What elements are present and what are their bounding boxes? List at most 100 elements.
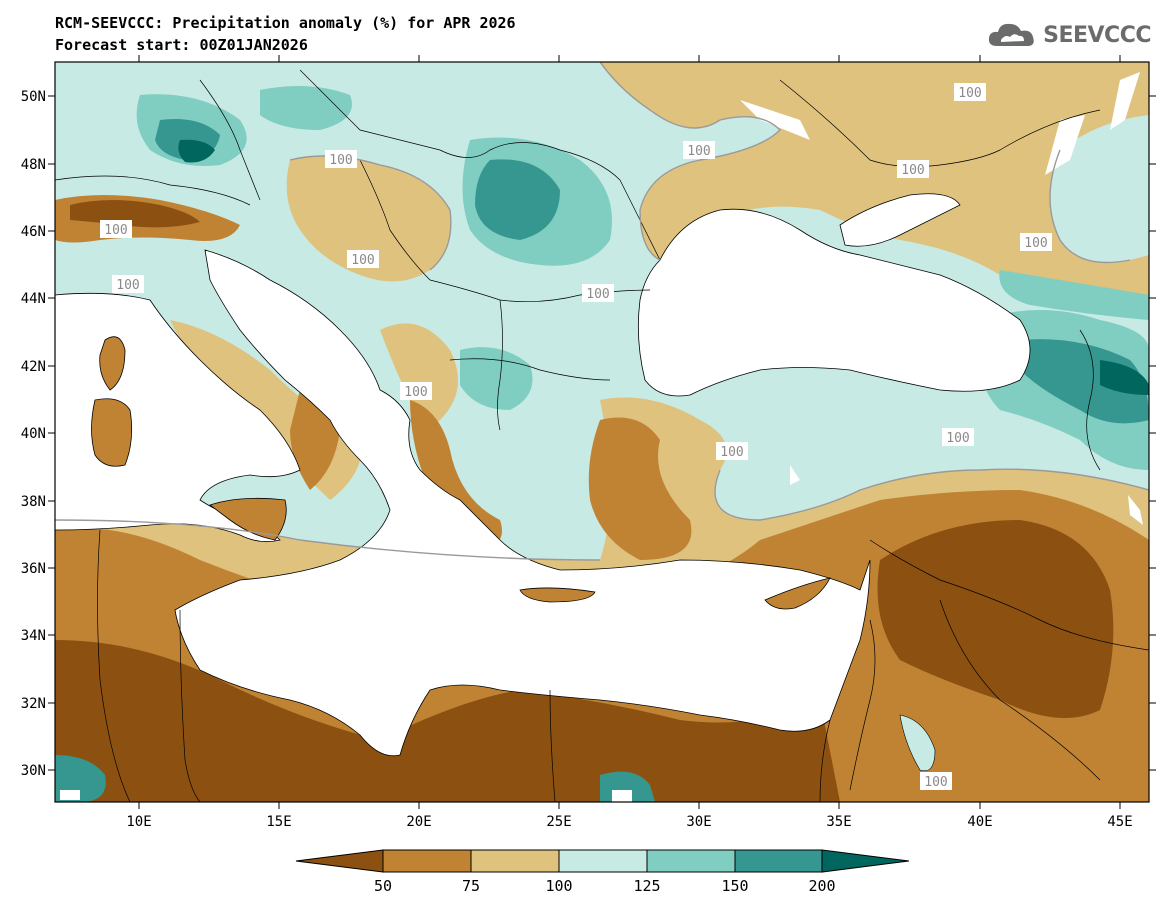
no-data-patch-4 — [1128, 495, 1143, 525]
map-frame — [54, 61, 1150, 803]
lat-label: 36N — [21, 561, 46, 577]
country-borders — [55, 69, 1149, 802]
colorbar-segment-50-75 — [382, 849, 472, 873]
no-data-patch-3 — [1110, 72, 1140, 130]
lat-label: 40N — [21, 426, 46, 442]
map-field: 100 100 100 100 100 100 100 100 100 100 … — [55, 62, 1149, 802]
crete — [519, 587, 596, 603]
contour-label: 100 — [897, 160, 929, 178]
field-below-50-syria — [877, 520, 1114, 718]
svg-text:100: 100 — [687, 144, 710, 159]
svg-text:100: 100 — [586, 287, 609, 302]
field-150-200-carpathian — [475, 159, 560, 240]
sea-of-azov — [839, 193, 961, 247]
lat-label: 44N — [21, 291, 46, 307]
lon-label: 20E — [406, 814, 431, 830]
field-75-100-ukraine — [600, 62, 1149, 300]
lat-label: 50N — [21, 89, 46, 105]
black-sea — [637, 208, 1031, 397]
contour-label: 100 — [400, 382, 432, 400]
lon-label: 40E — [967, 814, 992, 830]
colorbar-segment-above-200 — [821, 849, 910, 873]
map-title: RCM-SEEVCCC: Precipitation anomaly (%) f… — [55, 12, 516, 56]
no-data-patch-5 — [790, 465, 800, 485]
colorbar-segment-below-50 — [295, 849, 384, 873]
lat-label: 46N — [21, 224, 46, 240]
field-125-150-czech — [260, 86, 352, 130]
svg-text:100: 100 — [116, 278, 139, 293]
lon-label: 45E — [1107, 814, 1132, 830]
field-below-50-sahara — [55, 640, 840, 802]
no-data-patch-7 — [612, 790, 632, 802]
no-data-patch-1 — [740, 100, 810, 140]
colorbar-segment-75-100 — [470, 849, 560, 873]
contour-label: 100 — [347, 250, 379, 268]
field-above-200-caucasus — [1100, 360, 1149, 395]
lat-label: 30N — [21, 763, 46, 779]
svg-text:100: 100 — [720, 445, 743, 460]
title-line-1: RCM-SEEVCCC: Precipitation anomaly (%) f… — [55, 14, 516, 32]
colorbar-tick-label: 100 — [545, 877, 572, 895]
contour-label: 100 — [1020, 233, 1052, 251]
svg-text:100: 100 — [946, 431, 969, 446]
colorbar-tick-label: 75 — [462, 877, 480, 895]
colorbar-tick-label: 50 — [374, 877, 392, 895]
lon-label: 15E — [266, 814, 291, 830]
contour-label-group: 100 100 100 100 100 100 100 100 100 100 … — [100, 83, 1052, 790]
contour-label: 100 — [716, 442, 748, 460]
svg-text:100: 100 — [104, 223, 127, 238]
lon-label: 25E — [546, 814, 571, 830]
colorbar — [295, 849, 910, 873]
cloud-logo-icon — [989, 23, 1034, 46]
lat-label: 32N — [21, 696, 46, 712]
colorbar-tick-label: 150 — [721, 877, 748, 895]
lat-label: 48N — [21, 157, 46, 173]
lon-label: 10E — [126, 814, 151, 830]
contour-label: 100 — [942, 428, 974, 446]
svg-text:100: 100 — [351, 253, 374, 268]
title-line-2: Forecast start: 00Z01JAN2026 — [55, 36, 308, 54]
svg-text:100: 100 — [901, 163, 924, 178]
corsica — [99, 336, 126, 391]
contour-label: 100 — [683, 141, 715, 159]
field-125-150-far-east-north — [999, 270, 1149, 320]
colorbar-tick-label: 200 — [808, 877, 835, 895]
lat-label: 34N — [21, 628, 46, 644]
contour-label: 100 — [582, 284, 614, 302]
latitude-axis: 50N 48N 46N 44N 42N 40N 38N 36N 34N 32N … — [21, 89, 1156, 779]
colorbar-segment-100-125 — [558, 849, 648, 873]
lat-label: 38N — [21, 494, 46, 510]
lon-label: 30E — [686, 814, 711, 830]
contour-label: 100 — [954, 83, 986, 101]
lat-label: 42N — [21, 359, 46, 375]
no-data-patch-6 — [60, 790, 80, 800]
contour-label: 100 — [920, 772, 952, 790]
sardinia — [91, 398, 133, 467]
svg-text:100: 100 — [404, 385, 427, 400]
svg-text:100: 100 — [1024, 236, 1047, 251]
field-above-200-alps — [178, 139, 215, 163]
field-150-200-caucasus — [1020, 339, 1149, 424]
svg-text:100: 100 — [924, 775, 947, 790]
field-50-75-west-turkey — [588, 417, 692, 560]
field-50-75-greece — [410, 400, 502, 550]
field-75-100-central-europe — [286, 156, 451, 282]
cyprus — [764, 577, 831, 610]
brand-name: SEEVCCC — [1043, 22, 1151, 48]
colorbar-segment-125-150 — [646, 849, 736, 873]
svg-text:100: 100 — [958, 86, 981, 101]
contour-label: 100 — [100, 220, 132, 238]
field-75-100-balkans — [380, 323, 458, 427]
dead-sea-patch — [899, 714, 936, 772]
svg-text:100: 100 — [329, 153, 352, 168]
contour-label: 100 — [112, 275, 144, 293]
colorbar-tick-label: 125 — [633, 877, 660, 895]
no-data-patch-2 — [1045, 115, 1085, 175]
contour-label: 100 — [325, 150, 357, 168]
longitude-axis: 10E 15E 20E 25E 30E 35E 40E 45E — [126, 55, 1133, 830]
brand-logo: SEEVCCC — [987, 20, 1151, 50]
lon-label: 35E — [826, 814, 851, 830]
contour-lines — [55, 62, 1149, 561]
colorbar-segment-150-200 — [734, 849, 823, 873]
